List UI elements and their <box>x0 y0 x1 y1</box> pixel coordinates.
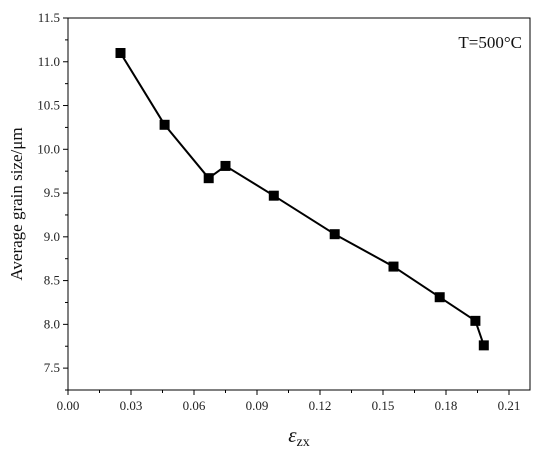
annotation-temperature: T=500°C <box>458 33 522 52</box>
x-tick-label: 0.15 <box>372 398 395 413</box>
data-point-marker <box>115 48 126 59</box>
series-line <box>119 52 485 346</box>
y-axis: 7.5 8.0 8.5 9.0 9.5 10.0 10.5 11.0 11.5 <box>37 10 68 391</box>
x-tick-label: 0.18 <box>435 398 458 413</box>
series-layer <box>115 48 489 351</box>
x-tick-label: 0.09 <box>246 398 269 413</box>
x-tick-label: 0.00 <box>57 398 80 413</box>
data-point-marker <box>388 261 399 272</box>
data-point-marker <box>203 173 214 184</box>
x-axis-title: εzx <box>288 423 310 450</box>
y-tick-label: 10.0 <box>37 141 60 156</box>
x-tick-label: 0.03 <box>120 398 143 413</box>
y-tick-label: 11.5 <box>38 10 60 25</box>
y-tick-label: 9.5 <box>44 185 60 200</box>
data-point-marker <box>268 190 279 201</box>
x-tick-label: 0.21 <box>498 398 521 413</box>
x-tick-label: 0.06 <box>183 398 206 413</box>
data-point-marker <box>159 119 170 130</box>
y-tick-label: 7.5 <box>44 360 60 375</box>
data-point-marker <box>220 160 231 171</box>
data-point-marker <box>478 340 489 351</box>
y-tick-label: 9.0 <box>44 229 60 244</box>
data-point-marker <box>329 229 340 240</box>
y-axis-title: Average grain size/μm <box>7 127 26 280</box>
x-axis-title-subscript: zx <box>297 435 310 450</box>
y-tick-label: 8.0 <box>44 316 60 331</box>
data-point-marker <box>470 315 481 326</box>
y-tick-label: 8.5 <box>44 273 60 288</box>
x-axis-title-symbol: ε <box>288 423 297 447</box>
y-tick-label: 11.0 <box>38 54 60 69</box>
plot-frame <box>67 17 531 391</box>
y-tick-label: 10.5 <box>37 98 60 113</box>
x-tick-label: 0.12 <box>309 398 332 413</box>
x-axis: 0.00 0.03 0.06 0.09 0.12 0.15 0.18 0.21 <box>57 390 521 413</box>
data-point-marker <box>434 292 445 303</box>
